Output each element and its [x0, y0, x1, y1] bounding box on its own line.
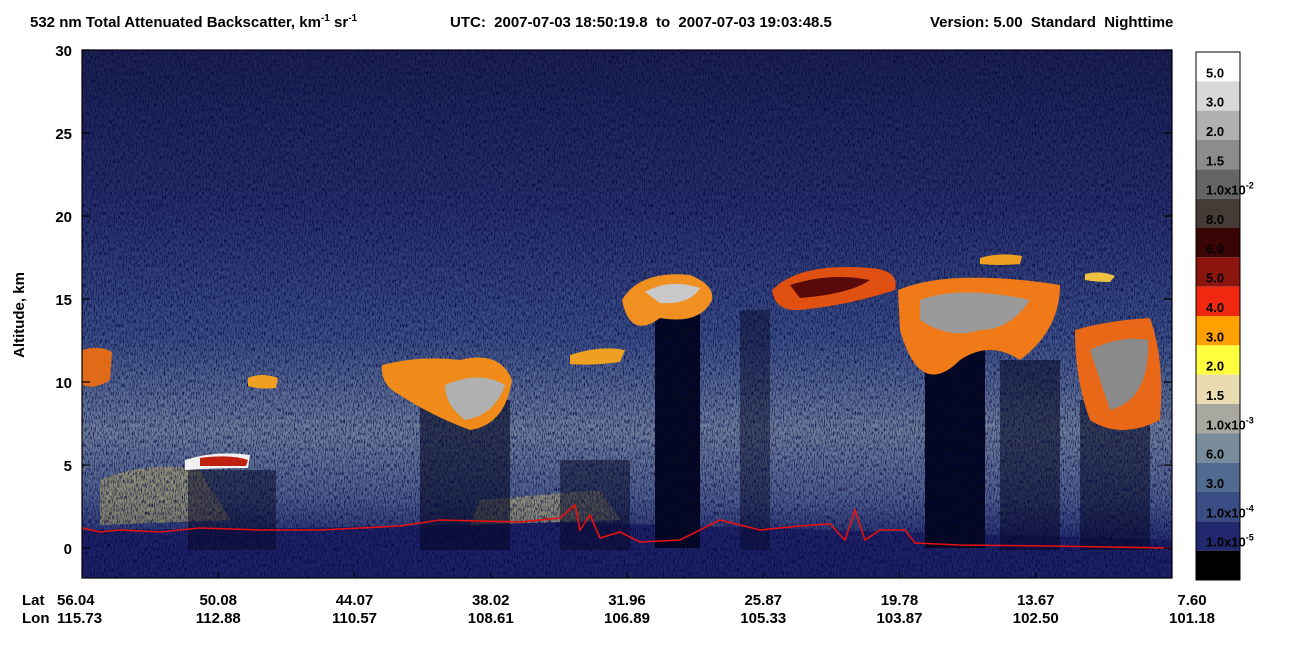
colorbar-swatch [1196, 433, 1240, 463]
colorbar-label-base: 1.0x10 [1206, 417, 1246, 432]
x-tick-label-lat: 38.02 [472, 592, 510, 609]
title-exp: -1 [321, 13, 330, 24]
colorbar-label-base: 3.0 [1206, 476, 1224, 491]
colorbar-label-base: 1.0x10 [1206, 505, 1246, 520]
x-tick-label-lon: 101.18 [1169, 610, 1215, 627]
title-product: 532 nm Total Attenuated Backscatter, km [30, 14, 321, 31]
colorbar-label: 1.0x10-5 [1206, 533, 1254, 550]
colorbar-label-base: 3.0 [1206, 329, 1224, 344]
colorbar-swatch [1196, 316, 1240, 346]
colorbar-label-exp: -2 [1246, 181, 1254, 191]
colorbar-label-base: 1.5 [1206, 153, 1224, 168]
title-version: Version: 5.00 Standard Nighttime [930, 14, 1173, 31]
colorbar-label: 1.0x10-4 [1206, 503, 1254, 520]
x-tick-label-lat: 56.04 [57, 592, 95, 609]
colorbar-swatch [1196, 228, 1240, 258]
y-tick-label: 15 [55, 292, 72, 309]
x-tick-label-lon: 112.88 [196, 610, 241, 627]
colorbar-label-exp: -3 [1246, 415, 1254, 425]
colorbar-label: 1.5 [1206, 153, 1224, 168]
colorbar-label-base: 2.0 [1206, 359, 1224, 374]
colorbar-label-base: 2.0 [1206, 124, 1224, 139]
colorbar-swatch [1196, 550, 1240, 580]
colorbar-label-base: 1.0x10 [1206, 535, 1246, 550]
title-unit: sr [330, 14, 349, 31]
colorbar-swatch [1196, 169, 1240, 199]
colorbar-label-exp: -4 [1246, 503, 1254, 513]
x-row-label: Lon [22, 610, 50, 627]
colorbar-label-base: 4.0 [1206, 300, 1224, 315]
colorbar-label: 2.0 [1206, 124, 1224, 139]
colorbar-label: 1.5 [1206, 388, 1224, 403]
colorbar-label: 4.0 [1206, 300, 1224, 315]
colorbar-label-base: 3.0 [1206, 95, 1224, 110]
colorbar-label: 1.0x10-2 [1206, 181, 1254, 198]
colorbar-label-exp: -5 [1246, 533, 1254, 543]
colorbar-swatch [1196, 345, 1240, 375]
colorbar-swatch [1196, 198, 1240, 228]
colorbar-swatch [1196, 521, 1240, 551]
colorbar-swatch [1196, 52, 1240, 82]
colorbar-swatch [1196, 404, 1240, 434]
colorbar-label: 6.0 [1206, 241, 1224, 256]
colorbar-label-base: 5.0 [1206, 271, 1224, 286]
x-tick-label-lat: 19.78 [881, 592, 919, 609]
x-tick-label-lat: 50.08 [199, 592, 237, 609]
colorbar-label-base: 1.5 [1206, 388, 1224, 403]
y-tick-label: 10 [55, 375, 72, 392]
colorbar-frame [1195, 51, 1241, 581]
x-tick-label-lon: 105.33 [740, 610, 786, 627]
colorbar-label-base: 1.0x10 [1206, 183, 1246, 198]
colorbar-label: 3.0 [1206, 476, 1224, 491]
x-tick-label-lon: 115.73 [57, 610, 102, 627]
x-tick-label-lon: 103.87 [877, 610, 923, 627]
y-tick-label: 30 [55, 43, 72, 60]
colorbar-swatch [1196, 286, 1240, 316]
chart-title: 532 nm Total Attenuated Backscatter, km-… [30, 13, 358, 31]
colorbar-swatch [1196, 462, 1240, 492]
x-tick-label-lat: 25.87 [744, 592, 782, 609]
x-tick-label-lat: 13.67 [1017, 592, 1055, 609]
colorbar-label-base: 8.0 [1206, 212, 1224, 227]
colorbar-swatch [1196, 257, 1240, 287]
colorbar-label-base: 5.0 [1206, 65, 1224, 80]
x-tick-label-lon: 110.57 [332, 610, 377, 627]
colorbar-swatch [1196, 492, 1240, 522]
y-tick-label: 20 [55, 209, 72, 226]
colorbar-label: 8.0 [1206, 212, 1224, 227]
x-tick-label-lon: 108.61 [468, 610, 514, 627]
x-tick-label-lon: 106.89 [604, 610, 650, 627]
colorbar-swatch [1196, 110, 1240, 140]
y-tick-label: 25 [55, 126, 72, 143]
colorbar-label-base: 6.0 [1206, 447, 1224, 462]
colorbar-label: 3.0 [1206, 95, 1224, 110]
y-tick-label: 5 [64, 458, 72, 475]
colorbar-label-base: 6.0 [1206, 241, 1224, 256]
colorbar-label: 2.0 [1206, 359, 1224, 374]
colorbar-label: 3.0 [1206, 329, 1224, 344]
colorbar-label: 1.0x10-3 [1206, 415, 1254, 432]
x-tick-label-lat: 31.96 [608, 592, 646, 609]
x-tick-label-lat: 7.60 [1177, 592, 1206, 609]
x-row-label: Lat [22, 592, 45, 609]
colorbar-swatch [1196, 374, 1240, 404]
colorbar-swatch [1196, 81, 1240, 111]
x-tick-label-lat: 44.07 [336, 592, 374, 609]
colorbar-swatch [1196, 140, 1240, 170]
title-utc: UTC: 2007-07-03 18:50:19.8 to 2007-07-03… [450, 14, 832, 31]
x-tick-label-lon: 102.50 [1013, 610, 1059, 627]
colorbar-label: 5.0 [1206, 65, 1224, 80]
surface-line [82, 503, 1172, 549]
backscatter-image [82, 50, 1172, 578]
colorbar-label: 6.0 [1206, 447, 1224, 462]
y-tick-label: 0 [64, 541, 72, 558]
y-axis-label: Altitude, km [11, 272, 28, 358]
title-exp: -1 [348, 13, 357, 24]
colorbar-label: 5.0 [1206, 271, 1224, 286]
cloud-features [82, 254, 1162, 470]
